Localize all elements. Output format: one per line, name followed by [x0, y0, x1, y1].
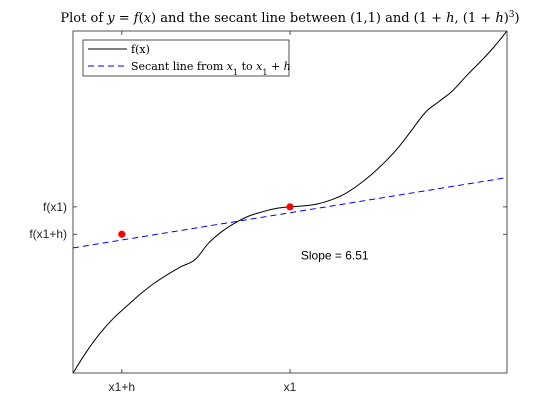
y-tick-label: f(x1+h): [29, 227, 67, 241]
legend: f(x) Secant line from x1 to x1 + h: [82, 39, 291, 77]
title-part: , (1 +: [455, 11, 496, 26]
chart-title: Plot of y = f(x) and the secant line bet…: [60, 10, 519, 26]
title-part: h: [495, 11, 503, 26]
legend-part: x: [227, 60, 234, 73]
legend-part: Secant line from: [131, 60, 227, 73]
title-part: 3: [509, 10, 515, 20]
x-tick-label: x1: [284, 380, 297, 394]
legend-label-secant: Secant line from x1 to x1 + h: [131, 60, 291, 77]
title-part: Plot of: [60, 11, 107, 26]
title-part: ): [504, 11, 509, 26]
secant-line: [73, 177, 507, 249]
title-part: x: [144, 11, 152, 26]
title-part: ) and the secant line between (1,1) and …: [151, 11, 446, 26]
title-part: y: [106, 11, 115, 26]
title-part: (: [139, 11, 144, 26]
slope-annotation: Slope = 6.51: [301, 249, 369, 263]
plot-area: [73, 31, 507, 373]
legend-part: +: [267, 60, 283, 73]
annotations-layer: Slope = 6.51: [301, 249, 369, 263]
points-layer: [118, 203, 294, 238]
legend-part: h: [284, 60, 291, 73]
legend-part: x: [256, 60, 263, 73]
y-tick-label: f(x1): [43, 200, 67, 214]
title-part: f: [133, 11, 141, 26]
title-part: h: [446, 11, 454, 26]
intersection-point: [286, 203, 294, 211]
title-part: =: [115, 11, 134, 26]
legend-box: [82, 39, 290, 77]
title-part: ): [515, 11, 520, 26]
legend-part: to: [238, 60, 256, 73]
intersection-point: [118, 230, 126, 238]
legend-part: 1: [262, 68, 267, 77]
legend-part: 1: [233, 68, 238, 77]
x-tick-label: x1+h: [109, 380, 135, 394]
legend-label-f: f(x): [131, 43, 150, 56]
